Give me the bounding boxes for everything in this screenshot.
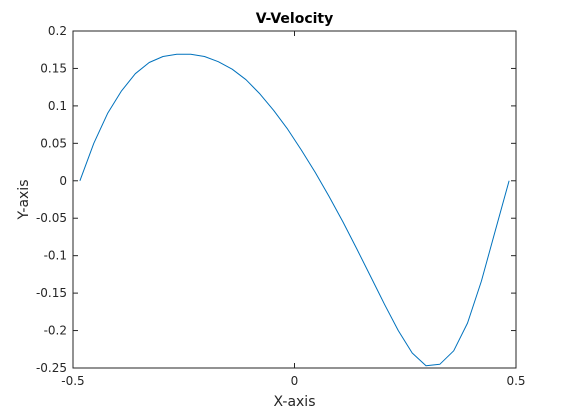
series-line	[79, 53, 510, 367]
y-tick-label: 0.2	[48, 24, 67, 38]
plot-area	[73, 31, 516, 368]
y-tick-label: -0.15	[36, 286, 67, 300]
axes-box	[72, 30, 517, 369]
series-layer	[79, 53, 510, 367]
x-axis-label: X-axis	[274, 394, 316, 410]
chart-title: V-Velocity	[256, 11, 334, 27]
y-tick-label: 0.15	[40, 61, 67, 75]
y-axis-label: Y-axis	[16, 180, 32, 221]
y-tick-label: -0.1	[44, 249, 67, 263]
y-tick-label: 0	[59, 174, 67, 188]
x-tick-label: -0.5	[61, 374, 84, 388]
y-tick-label: 0.05	[40, 136, 67, 150]
y-tick-label: -0.2	[44, 324, 67, 338]
y-tick-label: -0.05	[36, 211, 67, 225]
tick-labels: -0.5 0 0.5 0.2 0.15 0.1 0.05 0 -0.05 -0.1 -0.15 -0.…	[36, 24, 526, 388]
x-tick-label: 0.5	[506, 374, 525, 388]
x-tick-label: 0	[291, 374, 299, 388]
y-tick-label: 0.1	[48, 99, 67, 113]
y-tick-label: -0.25	[36, 361, 67, 375]
